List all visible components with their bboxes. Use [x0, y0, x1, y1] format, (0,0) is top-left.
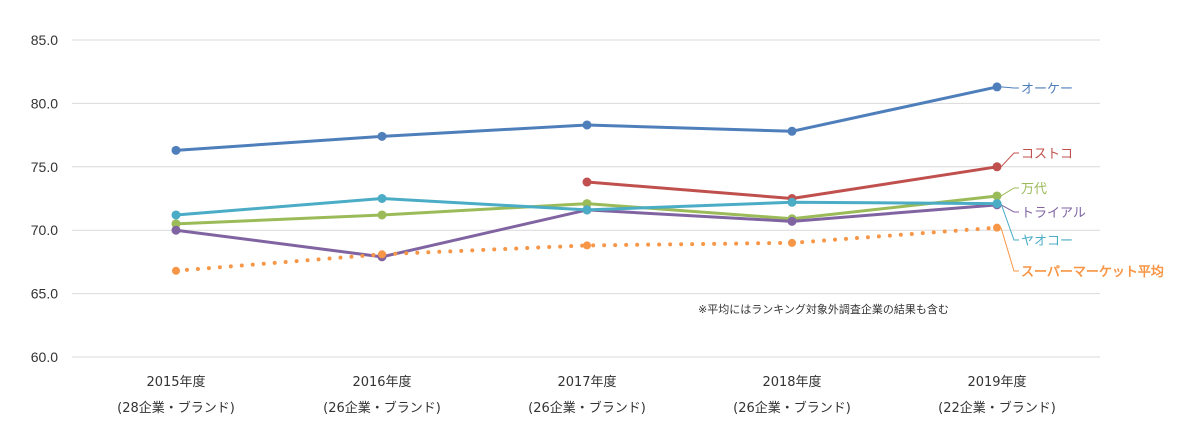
- label-leader: [1000, 203, 1019, 241]
- data-point: [171, 219, 181, 229]
- data-point: [378, 250, 386, 259]
- series-label: コストコ: [1021, 147, 1073, 162]
- y-tick-label: 70.0: [31, 222, 58, 238]
- series-yaoko: [171, 194, 1002, 220]
- data-point: [582, 120, 592, 130]
- label-leader: [1000, 204, 1019, 213]
- label-leader: [1000, 187, 1019, 197]
- series-label: オーケー: [1021, 82, 1073, 97]
- series-group: [171, 82, 1002, 275]
- x-tick-year: 2015年度: [146, 374, 205, 390]
- y-tick-label: 65.0: [31, 286, 58, 302]
- data-point: [992, 199, 1002, 209]
- data-point: [171, 225, 181, 235]
- y-axis-ticks: 85.0 80.0 75.0 70.0 65.0 60.0: [31, 32, 58, 365]
- chart-annotation: ※平均にはランキング対象外調査企業の結果も含む: [698, 302, 949, 316]
- x-tick-year: 2017年度: [557, 374, 616, 390]
- y-tick-label: 75.0: [31, 159, 58, 175]
- data-point: [787, 216, 797, 226]
- label-leader: [1000, 152, 1019, 168]
- data-point: [582, 177, 592, 187]
- data-point: [582, 199, 592, 209]
- data-point: [992, 191, 1002, 201]
- series-label: ヤオコー: [1021, 234, 1073, 249]
- x-tick-year: 2018年度: [762, 374, 821, 390]
- data-point: [993, 223, 1001, 232]
- data-point: [787, 126, 797, 136]
- x-tick-count: (26企業・ブランド): [528, 400, 646, 416]
- data-point: [582, 205, 592, 215]
- x-tick-count: (28企業・ブランド): [117, 400, 235, 416]
- label-leader: [1000, 227, 1019, 272]
- x-tick-count: (22企業・ブランド): [938, 400, 1056, 416]
- y-tick-label: 85.0: [31, 32, 58, 48]
- x-tick-count: (26企業・ブランド): [323, 400, 441, 416]
- data-point: [377, 210, 387, 220]
- grid-lines: [72, 39, 1100, 358]
- data-point: [171, 145, 181, 155]
- series-label: トライアル: [1021, 206, 1086, 221]
- series-line: [175, 85, 998, 152]
- data-point: [172, 266, 180, 275]
- series-supermarket-average: [172, 223, 1001, 275]
- data-point: [992, 162, 1002, 172]
- x-tick-year: 2019年度: [967, 374, 1026, 390]
- x-tick-year: 2016年度: [352, 374, 411, 390]
- series-oke: [171, 82, 1002, 155]
- data-point: [377, 131, 387, 141]
- x-axis-categories: 2015年度 (28企業・ブランド) 2016年度 (26企業・ブランド) 2017年度…: [117, 374, 1056, 416]
- data-point: [171, 210, 181, 220]
- data-point: [787, 197, 797, 207]
- label-leader: [1000, 86, 1019, 89]
- x-tick-count: (26企業・ブランド): [733, 400, 851, 416]
- series-label: スーパーマーケット平均: [1021, 264, 1164, 280]
- series-label: 万代: [1021, 182, 1047, 197]
- y-tick-label: 80.0: [31, 95, 58, 111]
- series-costco: [582, 162, 1002, 203]
- data-point: [377, 194, 387, 203]
- data-point: [788, 238, 796, 247]
- y-tick-label: 60.0: [31, 349, 58, 365]
- data-point: [992, 82, 1002, 92]
- series-line: [586, 165, 998, 200]
- data-point: [583, 241, 591, 250]
